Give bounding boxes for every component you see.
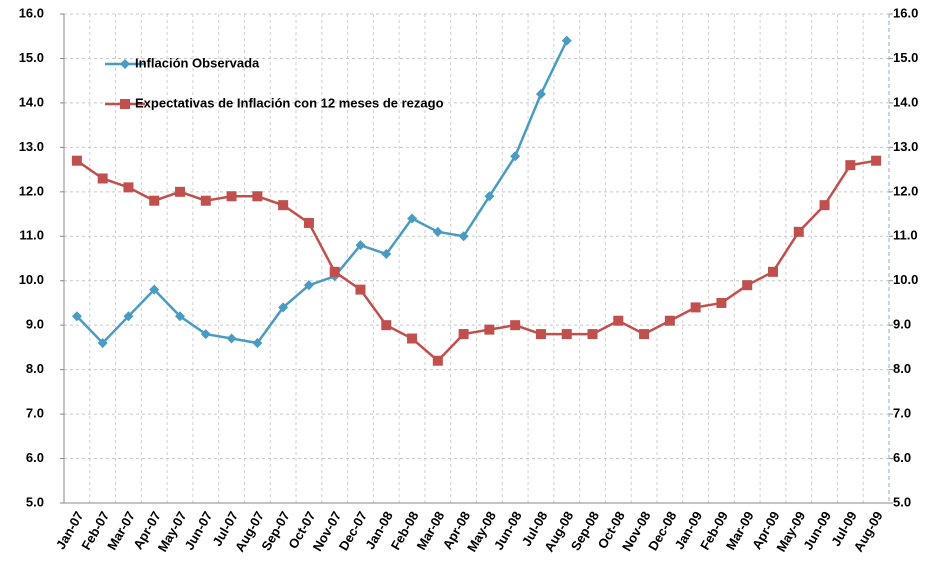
data-point bbox=[149, 195, 160, 206]
y2-tick-label: 11.0 bbox=[893, 228, 918, 243]
data-point bbox=[123, 182, 134, 193]
y-tick-label: 7.0 bbox=[26, 406, 44, 421]
data-point bbox=[226, 191, 237, 202]
y-tick-label: 14.0 bbox=[19, 94, 44, 109]
data-point bbox=[587, 329, 598, 340]
data-point bbox=[639, 329, 650, 340]
y2-tick-label: 7.0 bbox=[893, 406, 911, 421]
y2-tick-label: 6.0 bbox=[893, 450, 911, 465]
y2-tick-label: 13.0 bbox=[893, 139, 918, 154]
y2-tick-label: 5.0 bbox=[893, 494, 911, 509]
data-point bbox=[535, 89, 546, 100]
data-point bbox=[613, 315, 624, 326]
data-point bbox=[226, 333, 237, 344]
data-point bbox=[510, 320, 521, 331]
series-line bbox=[75, 40, 568, 345]
y2-tick-label: 10.0 bbox=[893, 272, 918, 287]
data-point bbox=[355, 240, 366, 251]
data-point bbox=[381, 320, 392, 331]
y2-tick-label: 9.0 bbox=[893, 317, 911, 332]
y-tick-label: 12.0 bbox=[19, 183, 44, 198]
data-point bbox=[175, 311, 186, 322]
legend-label: Inflación Observada bbox=[135, 55, 260, 70]
data-point bbox=[664, 315, 675, 326]
data-point bbox=[303, 280, 314, 291]
data-point bbox=[97, 173, 108, 184]
data-point bbox=[767, 266, 778, 277]
data-point bbox=[329, 266, 340, 277]
data-point bbox=[149, 284, 160, 295]
data-point bbox=[510, 151, 521, 162]
data-point bbox=[71, 155, 82, 166]
y2-tick-label: 16.0 bbox=[893, 5, 918, 20]
data-point bbox=[561, 329, 572, 340]
y2-tick-label: 14.0 bbox=[893, 94, 918, 109]
data-point bbox=[278, 200, 289, 211]
data-point bbox=[484, 324, 495, 335]
data-point bbox=[561, 35, 572, 46]
data-point bbox=[458, 329, 469, 340]
data-point bbox=[200, 195, 211, 206]
y-tick-label: 10.0 bbox=[19, 272, 44, 287]
data-point bbox=[123, 311, 134, 322]
data-point bbox=[432, 355, 443, 366]
data-point bbox=[278, 302, 289, 313]
data-point bbox=[819, 200, 830, 211]
y2-tick-label: 12.0 bbox=[893, 183, 918, 198]
data-point bbox=[71, 311, 82, 322]
data-point bbox=[845, 160, 856, 171]
y-tick-label: 11.0 bbox=[19, 228, 44, 243]
data-point bbox=[458, 231, 469, 242]
data-point bbox=[407, 333, 418, 344]
data-point bbox=[200, 329, 211, 340]
data-point bbox=[175, 186, 186, 197]
data-point bbox=[535, 329, 546, 340]
data-point bbox=[716, 297, 727, 308]
y-tick-label: 9.0 bbox=[26, 317, 44, 332]
data-point bbox=[252, 191, 263, 202]
y-tick-label: 6.0 bbox=[26, 450, 44, 465]
data-point bbox=[252, 337, 263, 348]
data-point bbox=[355, 284, 366, 295]
y-tick-label: 16.0 bbox=[19, 5, 44, 20]
y2-tick-label: 8.0 bbox=[893, 361, 911, 376]
data-point bbox=[793, 226, 804, 237]
data-point bbox=[690, 302, 701, 313]
data-point bbox=[432, 226, 443, 237]
data-point bbox=[484, 191, 495, 202]
y-tick-label: 5.0 bbox=[26, 494, 44, 509]
y-tick-label: 8.0 bbox=[26, 361, 44, 376]
y-tick-label: 13.0 bbox=[19, 139, 44, 154]
legend-label: Expectativas de Inflación con 12 meses d… bbox=[135, 95, 444, 110]
data-point bbox=[97, 337, 108, 348]
data-point bbox=[407, 213, 418, 224]
data-point bbox=[871, 155, 882, 166]
data-point bbox=[303, 217, 314, 228]
y2-tick-label: 15.0 bbox=[893, 50, 918, 65]
y-tick-label: 15.0 bbox=[19, 50, 44, 65]
legend-marker bbox=[120, 99, 130, 109]
legend-marker bbox=[120, 59, 130, 69]
data-point bbox=[742, 280, 753, 291]
data-point bbox=[381, 249, 392, 260]
